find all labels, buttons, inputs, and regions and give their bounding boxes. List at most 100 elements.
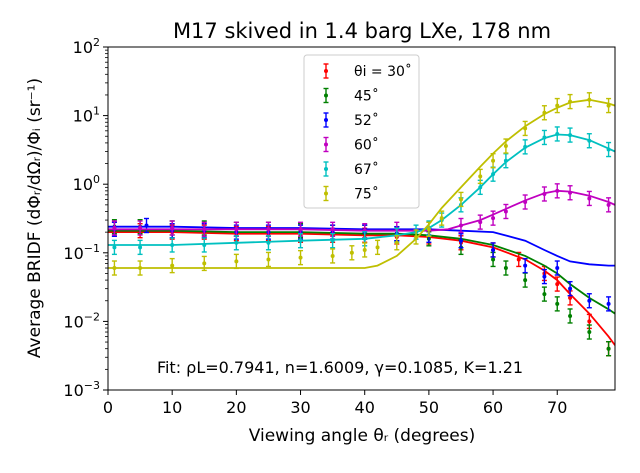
series-1 [108,221,615,357]
data-point [586,190,592,207]
data-point [330,248,336,264]
data-point [522,272,528,288]
x-tick-label: 10 [162,398,182,417]
data-point [458,191,464,208]
chart-title: M17 skived in 1.4 barg LXe, 178 nm [173,19,551,43]
legend-entry: 67˚ [323,161,379,178]
data-point [394,235,400,251]
data-point [586,92,592,108]
data-point [586,133,592,149]
data-point [554,296,560,312]
fit-line [108,231,615,346]
data-point [522,194,528,210]
data-point [541,129,547,146]
y-tick-label: 101 [73,105,100,126]
x-tick-label: 20 [226,398,246,417]
data-point [265,221,271,238]
data-point [567,308,573,324]
series-6 [108,92,615,276]
y-tick-label: 10−3 [63,379,100,400]
legend-entry: 45˚ [323,88,379,105]
data-point [554,126,560,142]
x-tick-label: 60 [483,398,503,417]
data-point [137,239,143,256]
data-point [362,242,368,258]
data-point [503,153,509,169]
legend-entry: 60˚ [323,137,379,154]
data-point [137,220,143,236]
legend-label: θi = 30˚ [354,63,412,80]
x-tick-label: 50 [419,398,439,417]
data-point [567,127,573,143]
legend: θi = 30˚ 45˚ 52˚ 60˚ 67˚ 75˚ [303,54,420,209]
data-point [137,260,143,276]
data-point [606,296,612,312]
data-point [111,220,117,236]
data-point [298,233,304,249]
data-point [567,93,573,110]
data-point [201,237,207,253]
y-tick-label: 100 [73,173,100,194]
data-point [567,280,573,297]
data-point [477,168,483,185]
data-point [490,242,496,258]
data-point [490,153,496,169]
y-tick-label: 10−1 [63,242,100,263]
data-point [586,324,592,340]
x-tick-label: 40 [355,398,375,417]
data-point [233,253,239,270]
y-tick-label: 10−2 [63,310,100,331]
data-point [426,221,432,238]
data-point [490,166,496,182]
data-point [503,203,509,220]
data-point [201,255,207,272]
data-point [554,97,560,114]
data-point [541,105,547,121]
data-point [169,257,175,274]
data-point [516,251,522,268]
data-point [567,185,573,201]
data-point [298,221,304,238]
data-point [201,221,207,238]
data-point [298,249,304,266]
data-point [111,260,117,276]
legend-label: 52˚ [354,112,379,129]
data-point [541,186,547,202]
data-point [522,120,528,137]
data-point [265,235,271,251]
legend-entry: 52˚ [323,112,379,129]
x-tick-label: 70 [547,398,567,417]
data-point [554,276,560,292]
data-point [554,260,560,276]
data-point [586,293,592,309]
legend-label: 67˚ [354,161,379,178]
legend-frame [303,54,420,209]
data-point [439,210,445,226]
data-point [554,183,560,199]
legend-entry: 75˚ [323,186,379,203]
data-point [503,260,509,276]
data-point [606,97,612,114]
legend-entry: θi = 30˚ [323,63,412,80]
data-point [541,268,547,285]
data-point [330,233,336,249]
data-point [541,286,547,302]
data-point [413,229,419,245]
legend-label: 45˚ [354,88,379,105]
fit-line [108,229,615,315]
plot-frame [107,46,616,391]
fit-line [108,133,615,246]
data-point [522,257,528,274]
data-point [477,214,483,230]
data-point [233,235,239,251]
data-point [606,141,612,158]
data-point [503,138,509,154]
fit-annotation: Fit: ρL=0.7941, n=1.6009, γ=0.1085, K=1.… [157,358,523,377]
x-tick-label: 0 [103,398,113,417]
data-point [458,217,464,234]
data-point [349,245,355,261]
data-point [265,251,271,268]
data-point [169,237,175,253]
